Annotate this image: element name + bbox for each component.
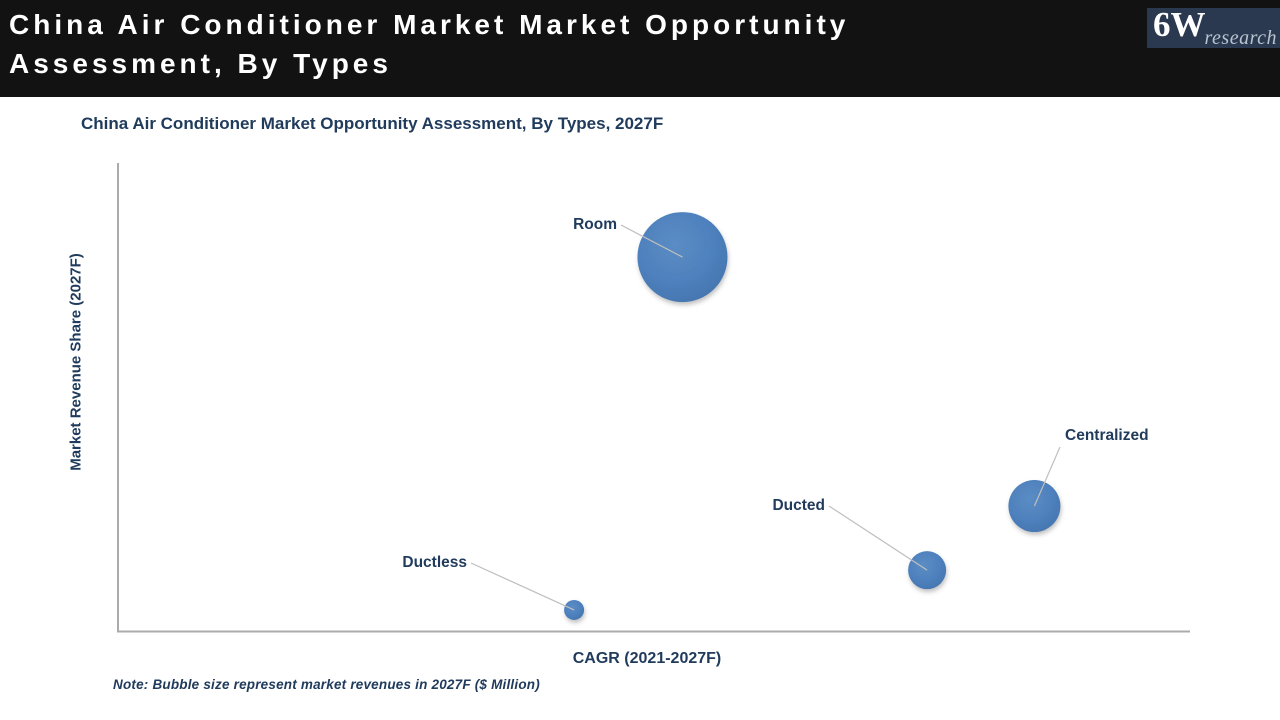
brand-logo: 6W research (1147, 5, 1280, 49)
bubble-ductless (564, 599, 585, 620)
chart-note: Note: Bubble size represent market reven… (113, 677, 540, 692)
logo-research-text: research (1204, 27, 1277, 49)
logo-6w-text: 6W (1153, 5, 1206, 44)
bubble-ducted (908, 551, 947, 590)
bubbles-layer: Room Centralized Ducted Ductless (402, 212, 1149, 620)
y-axis-title: Market Revenue Share (2027F) (67, 253, 85, 471)
bubble-plot: Room Centralized Ducted Ductless (117, 163, 1190, 633)
chart-title: China Air Conditioner Market Opportunity… (81, 114, 664, 133)
x-axis-title: CAGR (2021-2027F) (572, 650, 722, 667)
leader-line-centralized (1033, 446, 1061, 507)
leader-line-room (620, 224, 683, 258)
bubble-label-ducted: Ducted (772, 497, 825, 514)
report-title: China Air Conditioner Market Market Oppo… (9, 9, 850, 79)
bubble-label-room: Room (573, 216, 617, 233)
header-bar: China Air Conditioner Market Market Oppo… (0, 0, 1280, 97)
leader-line-ductless (470, 562, 575, 611)
leader-line-ducted (828, 505, 928, 571)
bubble-label-ductless: Ductless (402, 554, 467, 571)
bubble-label-centralized: Centralized (1065, 427, 1149, 444)
